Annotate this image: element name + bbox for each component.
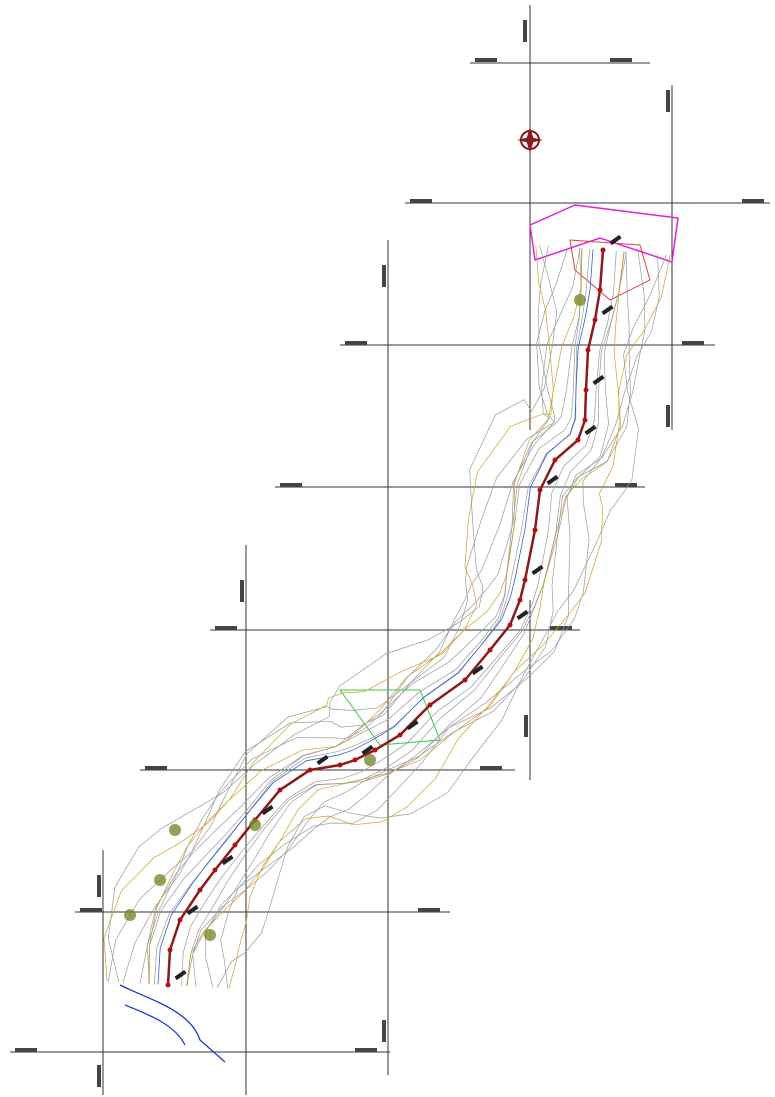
station-point (508, 623, 513, 628)
station-point (518, 598, 523, 603)
station-point (308, 768, 313, 773)
coordinate-label (345, 341, 367, 345)
tree (124, 909, 136, 921)
station-label (516, 610, 528, 620)
station-point (353, 758, 358, 763)
station-point (598, 288, 603, 293)
coordinate-label (418, 908, 440, 912)
station-point (488, 648, 493, 653)
coordinate-label (382, 265, 386, 287)
coordinate-grid (10, 5, 770, 1095)
coordinate-label (97, 1065, 101, 1087)
station-point (166, 983, 171, 988)
coordinate-label (523, 20, 527, 42)
coordinate-label (475, 58, 497, 62)
station-point (178, 918, 183, 923)
station-label (601, 305, 613, 315)
coordinate-label (215, 626, 237, 630)
contour-line (205, 253, 645, 988)
tree (204, 929, 216, 941)
station-label (316, 755, 328, 765)
coordinate-label (480, 766, 502, 770)
tree (154, 874, 166, 886)
station-point (463, 678, 468, 683)
tree (364, 754, 376, 766)
contour-line (217, 255, 666, 988)
coordinate-label (355, 1048, 377, 1052)
station-label (546, 475, 558, 485)
tree (169, 824, 181, 836)
station-point (593, 318, 598, 323)
station-point (428, 703, 433, 708)
site-boundary (530, 205, 678, 262)
station-point (583, 418, 588, 423)
contour-line (187, 252, 624, 987)
tree (574, 294, 586, 306)
coordinate-label (15, 1048, 37, 1052)
coordinate-label (610, 58, 632, 62)
coordinate-label (145, 766, 167, 770)
station-point (586, 348, 591, 353)
station-point (168, 948, 173, 953)
station-point (576, 438, 581, 443)
stream (125, 1005, 185, 1045)
contour-line (229, 255, 670, 989)
tree (249, 819, 261, 831)
station-label (592, 375, 604, 385)
contour-line (149, 248, 582, 984)
coordinate-label (410, 199, 432, 203)
coordinate-label (666, 405, 670, 427)
coordinate-label (682, 341, 704, 345)
route (124, 235, 622, 988)
coordinate-label (742, 199, 764, 203)
side-line (158, 249, 593, 984)
page: (() => { const data = JSON.parse(documen… (0, 0, 775, 1097)
station-point (553, 458, 558, 463)
contour-line (187, 252, 627, 986)
station-point (213, 868, 218, 873)
station-point (538, 488, 543, 493)
contour-line (154, 249, 589, 984)
station-point (523, 578, 528, 583)
station-point (338, 763, 343, 768)
coordinate-label (97, 875, 101, 897)
station-point (601, 248, 606, 253)
coordinate-label (666, 90, 670, 112)
station-label (531, 565, 543, 575)
coordinate-label (382, 1020, 386, 1042)
stream (120, 985, 225, 1062)
north-arrow (517, 127, 543, 153)
contour-line (108, 245, 556, 982)
station-point (398, 733, 403, 738)
contour-line (221, 254, 660, 988)
station-point (198, 888, 203, 893)
coordinate-label (280, 483, 302, 487)
contours (104, 245, 670, 989)
coordinate-label (240, 580, 244, 602)
contour-line (108, 246, 554, 982)
coordinate-label (80, 908, 102, 912)
grid-labels (15, 20, 764, 1087)
station-label (584, 425, 596, 435)
contour-line (104, 245, 553, 982)
station-point (233, 843, 238, 848)
coordinate-label (615, 483, 637, 487)
route-map (0, 0, 775, 1097)
coordinate-label (524, 715, 528, 737)
station-point (533, 528, 538, 533)
station-label (174, 970, 186, 980)
station-point (584, 388, 589, 393)
station-point (278, 788, 283, 793)
